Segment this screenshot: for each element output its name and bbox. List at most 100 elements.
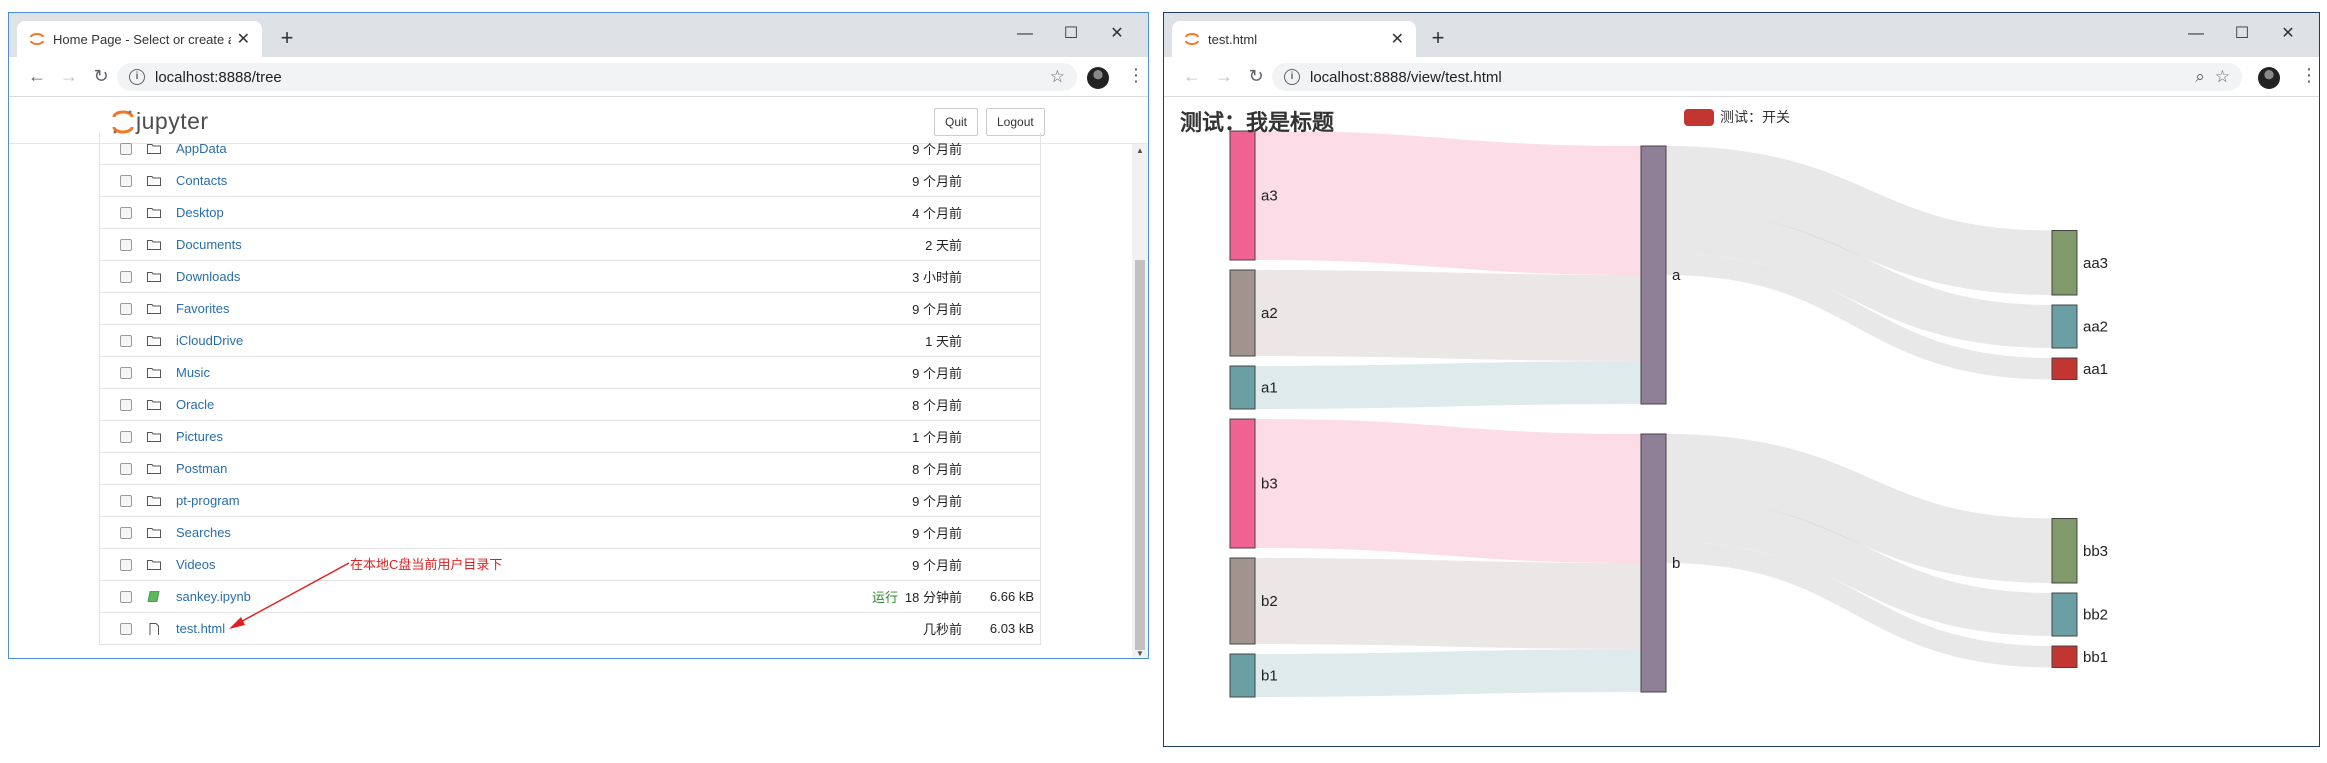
jupyter-logo[interactable]: jupyter <box>112 108 209 135</box>
file-checkbox[interactable] <box>120 494 132 507</box>
new-tab-button[interactable]: + <box>280 25 294 50</box>
sankey-node-a[interactable] <box>1640 145 1667 405</box>
file-row[interactable]: Videos 9 个月前 <box>99 549 1041 581</box>
file-checkbox[interactable] <box>120 206 132 219</box>
reload-icon[interactable]: ↻ <box>1248 66 1264 86</box>
file-row[interactable]: test.html 几秒前 6.03 kB <box>99 613 1041 645</box>
file-checkbox[interactable] <box>120 334 132 347</box>
sankey-link-b-bb1[interactable] <box>1665 541 2053 668</box>
scroll-up-icon[interactable]: ▲ <box>1136 146 1144 155</box>
sankey-link-b-bb2[interactable] <box>1665 498 2053 636</box>
file-name-link[interactable]: Documents <box>176 237 242 252</box>
file-checkbox[interactable] <box>120 590 132 603</box>
file-checkbox[interactable] <box>120 622 132 635</box>
file-checkbox[interactable] <box>120 398 132 411</box>
file-checkbox[interactable] <box>120 462 132 475</box>
scrollbar[interactable]: ▲ ▼ <box>1132 144 1148 658</box>
address-bar[interactable]: i localhost:8888/tree ☆ <box>117 63 1077 91</box>
sankey-node-b2[interactable] <box>1229 557 1256 645</box>
file-name-link[interactable]: sankey.ipynb <box>176 589 251 604</box>
zoom-icon[interactable]: ⌕ <box>2195 67 2205 86</box>
sankey-link-b1-b[interactable] <box>1254 649 1642 697</box>
tab-close-icon[interactable]: ✕ <box>1390 31 1404 48</box>
file-row[interactable]: Documents 2 天前 <box>99 229 1041 261</box>
close-window-icon[interactable]: ✕ <box>2281 25 2295 42</box>
file-row[interactable]: iCloudDrive 1 天前 <box>99 325 1041 357</box>
file-checkbox[interactable] <box>120 142 132 155</box>
file-checkbox[interactable] <box>120 238 132 251</box>
file-row[interactable]: Postman 8 个月前 <box>99 453 1041 485</box>
scroll-down-icon[interactable]: ▼ <box>1136 649 1144 658</box>
file-checkbox[interactable] <box>120 302 132 315</box>
file-row[interactable]: Music 9 个月前 <box>99 357 1041 389</box>
file-name-link[interactable]: Downloads <box>176 269 241 284</box>
file-row[interactable]: Downloads 3 小时前 <box>99 261 1041 293</box>
sankey-link-b-bb3[interactable] <box>1665 434 2053 583</box>
bookmark-star-icon[interactable]: ☆ <box>2214 67 2230 86</box>
forward-icon[interactable]: → <box>60 66 78 86</box>
sankey-link-a-aa1[interactable] <box>1665 253 2053 380</box>
file-name-link[interactable]: Contacts <box>176 173 228 188</box>
profile-avatar[interactable] <box>1087 67 1109 89</box>
sankey-node-aa3[interactable] <box>2051 230 2078 296</box>
sankey-node-bb1[interactable] <box>2051 645 2078 668</box>
bookmark-star-icon[interactable]: ☆ <box>1049 67 1065 86</box>
file-row[interactable]: Contacts 9 个月前 <box>99 165 1041 197</box>
file-checkbox[interactable] <box>120 558 132 571</box>
tab-jupyter-home[interactable]: Home Page - Select or create a notebook … <box>17 21 262 57</box>
sankey-node-b1[interactable] <box>1229 653 1256 698</box>
sankey-link-a2-a[interactable] <box>1254 270 1642 361</box>
close-window-icon[interactable]: ✕ <box>1110 25 1124 42</box>
file-name-link[interactable]: iCloudDrive <box>176 333 244 348</box>
sankey-link-a-aa3[interactable] <box>1665 146 2053 295</box>
file-name-link[interactable]: Postman <box>176 461 228 476</box>
tab-close-icon[interactable]: ✕ <box>236 31 250 48</box>
info-icon[interactable]: i <box>129 69 145 85</box>
sankey-link-a1-a[interactable] <box>1254 361 1642 409</box>
browser-menu-icon[interactable]: ⋮ <box>1127 65 1145 85</box>
sankey-node-a2[interactable] <box>1229 269 1256 357</box>
chart-legend-item[interactable]: 测试：开关 <box>1684 107 1790 127</box>
maximize-icon[interactable]: ☐ <box>1063 25 1079 42</box>
info-icon[interactable]: i <box>1284 69 1300 85</box>
file-name-link[interactable]: Oracle <box>176 397 215 412</box>
forward-icon[interactable]: → <box>1215 66 1233 86</box>
file-checkbox[interactable] <box>120 174 132 187</box>
address-bar[interactable]: i localhost:8888/view/test.html ⌕ ☆ <box>1272 63 2242 91</box>
sankey-link-a3-a[interactable] <box>1254 131 1642 275</box>
scrollbar-thumb[interactable] <box>1135 260 1145 650</box>
sankey-link-b2-b[interactable] <box>1254 558 1642 649</box>
maximize-icon[interactable]: ☐ <box>2234 25 2250 42</box>
file-name-link[interactable]: Favorites <box>176 301 230 316</box>
logout-button[interactable]: Logout <box>986 108 1045 136</box>
sankey-node-a1[interactable] <box>1229 365 1256 410</box>
back-icon[interactable]: ← <box>1183 66 1201 86</box>
profile-avatar[interactable] <box>2258 67 2280 89</box>
sankey-node-b3[interactable] <box>1229 418 1256 549</box>
file-name-link[interactable]: Desktop <box>176 205 224 220</box>
file-checkbox[interactable] <box>120 526 132 539</box>
quit-button[interactable]: Quit <box>934 108 979 136</box>
file-checkbox[interactable] <box>120 270 132 283</box>
file-name-link[interactable]: AppData <box>176 141 227 156</box>
sankey-node-aa1[interactable] <box>2051 357 2078 380</box>
file-row[interactable]: Desktop 4 个月前 <box>99 197 1041 229</box>
sankey-node-b[interactable] <box>1640 433 1667 693</box>
file-row[interactable]: Pictures 1 个月前 <box>99 421 1041 453</box>
file-checkbox[interactable] <box>120 366 132 379</box>
file-row[interactable]: Searches 9 个月前 <box>99 517 1041 549</box>
file-checkbox[interactable] <box>120 430 132 443</box>
sankey-node-bb2[interactable] <box>2051 592 2078 637</box>
file-row[interactable]: sankey.ipynb 运行 18 分钟前 6.66 kB <box>99 581 1041 613</box>
file-name-link[interactable]: test.html <box>176 621 226 636</box>
sankey-link-a-aa2[interactable] <box>1665 210 2053 348</box>
sankey-node-a3[interactable] <box>1229 130 1256 261</box>
file-name-link[interactable]: Music <box>176 365 210 380</box>
file-name-link[interactable]: pt-program <box>176 493 240 508</box>
reload-icon[interactable]: ↻ <box>93 66 109 86</box>
sankey-node-bb3[interactable] <box>2051 518 2078 584</box>
file-row[interactable]: Favorites 9 个月前 <box>99 293 1041 325</box>
minimize-icon[interactable]: — <box>1017 25 1033 42</box>
sankey-node-aa2[interactable] <box>2051 304 2078 349</box>
file-row[interactable]: Oracle 8 个月前 <box>99 389 1041 421</box>
